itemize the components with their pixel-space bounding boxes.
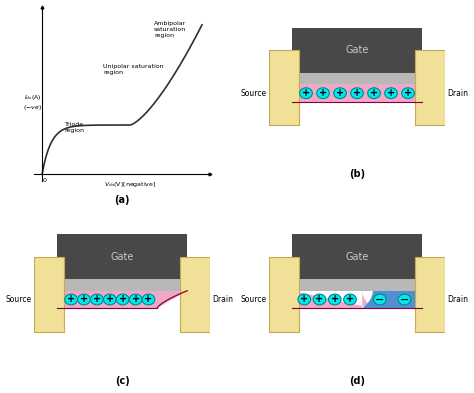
Bar [415,257,445,332]
Polygon shape [362,291,422,308]
Text: (c): (c) [115,376,129,386]
Text: (d): (d) [349,376,365,386]
Text: +: + [106,294,114,305]
Ellipse shape [317,88,329,99]
Ellipse shape [129,294,142,305]
Text: +: + [336,88,344,98]
Text: +: + [300,294,308,305]
Ellipse shape [142,294,155,305]
Polygon shape [57,291,187,308]
Bar [292,234,422,279]
Text: +: + [331,294,339,305]
Text: Gate: Gate [346,46,369,55]
Ellipse shape [78,294,91,305]
Bar [34,257,64,332]
Bar [292,73,422,84]
Ellipse shape [334,88,346,99]
Polygon shape [292,291,373,308]
Text: Drain: Drain [213,295,234,304]
Text: Gate: Gate [110,252,134,262]
Ellipse shape [398,294,411,305]
Text: Source: Source [240,295,266,304]
Bar [57,279,187,291]
Text: +: + [131,294,140,305]
Ellipse shape [385,88,397,99]
Ellipse shape [298,294,310,305]
Bar [292,279,422,291]
Text: +: + [387,88,395,98]
Text: Gate: Gate [346,252,369,262]
Ellipse shape [351,88,364,99]
Text: $I_{ds}$(A)
$(-ve)$: $I_{ds}$(A) $(-ve)$ [23,93,42,112]
Bar [269,257,299,332]
Ellipse shape [116,294,129,305]
Text: $V_{ds}$(V)[negative]: $V_{ds}$(V)[negative] [104,180,156,189]
Text: +: + [370,88,378,98]
Text: −: − [375,294,384,305]
Ellipse shape [344,294,356,305]
Text: (b): (b) [349,169,365,179]
Text: 0: 0 [43,178,47,183]
Ellipse shape [103,294,116,305]
Bar [292,84,422,102]
Ellipse shape [328,294,341,305]
Text: +: + [353,88,361,98]
Bar [269,50,299,125]
Text: +: + [93,294,101,305]
Text: +: + [145,294,153,305]
Text: Unipolar saturation
region: Unipolar saturation region [103,64,164,75]
Text: (a): (a) [114,195,130,205]
Text: Ambipolar
saturation
region: Ambipolar saturation region [154,21,186,38]
Text: +: + [302,88,310,98]
Text: +: + [404,88,412,98]
Bar [292,28,422,73]
Text: +: + [315,294,324,305]
Text: +: + [346,294,354,305]
Text: +: + [118,294,127,305]
Text: +: + [67,294,75,305]
Ellipse shape [65,294,77,305]
Text: Drain: Drain [447,295,469,304]
Ellipse shape [300,88,312,99]
Text: Source: Source [5,295,32,304]
Ellipse shape [368,88,380,99]
Ellipse shape [401,88,414,99]
Text: −: − [400,294,409,305]
Text: Triode
region: Triode region [64,122,84,133]
Text: Source: Source [240,89,266,98]
Text: +: + [319,88,327,98]
Bar [180,257,210,332]
Text: +: + [80,294,88,305]
Bar [57,234,187,279]
Ellipse shape [313,294,326,305]
Bar [415,50,445,125]
Ellipse shape [374,294,386,305]
Ellipse shape [91,294,103,305]
Text: Drain: Drain [447,89,469,98]
